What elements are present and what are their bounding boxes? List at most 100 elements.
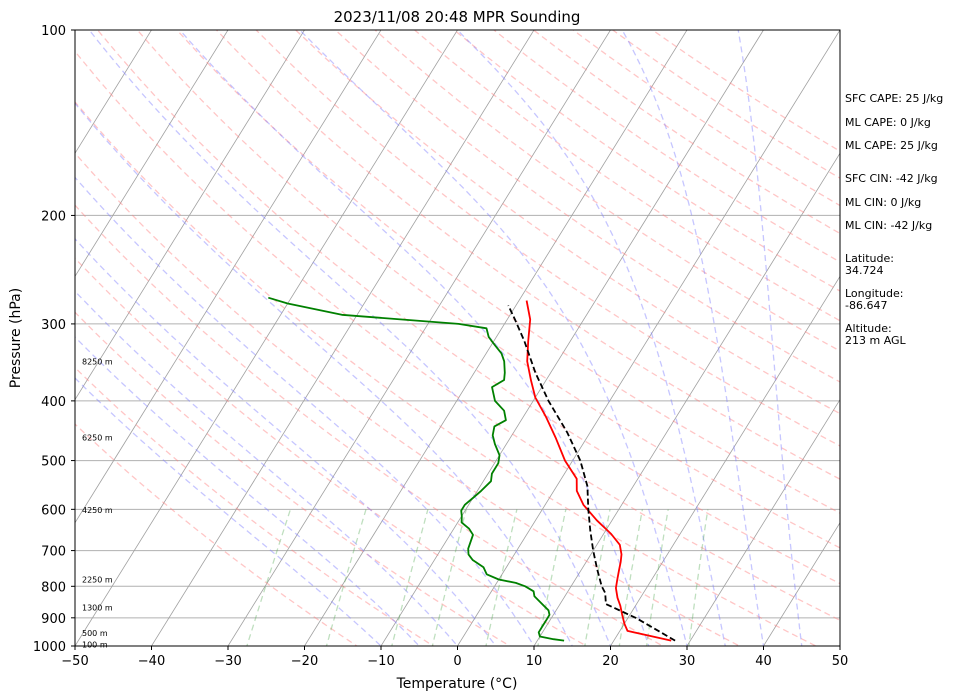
series-temperature (525, 300, 672, 642)
height-label: 1300 m (82, 604, 113, 613)
isotherm (151, 30, 535, 646)
x-tick-label: −30 (214, 654, 241, 669)
moist-adiabat (75, 237, 497, 646)
pressure-gridlines (75, 30, 840, 646)
mixing-ratio-lines (246, 509, 709, 646)
moist-adiabat (88, 30, 612, 646)
moist-adiabat (75, 336, 421, 646)
height-labels: 100 m 500 m 1300 m 2250 m 4250 m 6250 m 8250 m (82, 357, 113, 649)
mixing-ratio-line (688, 509, 709, 646)
longitude-label: Longitude: (845, 287, 903, 300)
dry-adiabat (136, 30, 840, 549)
y-tick-label: 500 (41, 455, 66, 470)
moist-adiabat (75, 102, 574, 646)
plot-area (0, 16, 840, 659)
series-parcel_profile (507, 305, 676, 642)
height-label: 8250 m (82, 357, 113, 366)
y-tick-label: 100 (41, 24, 66, 39)
isotherm (304, 30, 688, 646)
moist-adiabat (621, 30, 765, 646)
series-dewpoint (268, 296, 565, 642)
isotherm (533, 152, 840, 646)
x-tick-label: 40 (755, 654, 772, 669)
x-tick-label: 30 (679, 654, 696, 669)
mixing-ratio-line (325, 509, 367, 646)
altitude-label: Altitude: (845, 322, 892, 335)
mixing-ratio-line (431, 509, 467, 646)
y-tick-label: 200 (41, 209, 66, 224)
dry-adiabat (414, 30, 840, 322)
mixing-ratio-line (246, 509, 292, 646)
height-label: 2250 m (82, 576, 113, 585)
dry-adiabat-lines (75, 30, 840, 646)
latitude-value: 34.724 (845, 264, 884, 277)
isotherm (75, 30, 229, 278)
y-tick-label: 400 (41, 395, 66, 410)
isotherm (380, 30, 764, 646)
x-axis-ticks: −50 −40 −30 −20 −10 0 10 20 30 40 50 (61, 646, 848, 669)
x-tick-label: −10 (367, 654, 394, 669)
mixing-ratio-line (618, 509, 644, 646)
dry-adiabat (97, 30, 840, 585)
isotherm (610, 275, 840, 646)
isotherm (75, 30, 152, 154)
longitude-value: -86.647 (845, 299, 887, 312)
stat-sfc-cape: SFC CAPE: 25 J/kg (845, 92, 943, 105)
moist-adiabat (179, 30, 650, 646)
y-tick-label: 1000 (33, 640, 66, 655)
isotherm (0, 16, 7, 659)
isotherm (227, 30, 611, 646)
dry-adiabat (75, 152, 741, 646)
moist-adiabat-lines (75, 30, 803, 646)
dry-adiabat (295, 30, 840, 415)
mixing-ratio-line (645, 509, 669, 646)
dry-adiabat (75, 366, 435, 646)
y-tick-label: 800 (41, 580, 66, 595)
x-tick-label: 0 (453, 654, 461, 669)
height-label: 6250 m (82, 434, 113, 443)
chart-title: 2023/11/08 20:48 MPR Sounding (334, 8, 581, 26)
y-tick-label: 700 (41, 545, 66, 560)
altitude-value: 213 m AGL (845, 334, 907, 347)
stat-ml-cin-2: ML CIN: -42 J/kg (845, 219, 932, 232)
dry-adiabat (176, 30, 840, 514)
isotherm (763, 522, 840, 646)
moist-adiabat (456, 30, 726, 646)
isotherm-lines (0, 16, 840, 659)
mixing-ratio-line (391, 509, 429, 646)
stat-ml-cape-2: ML CAPE: 25 J/kg (845, 139, 938, 152)
dry-adiabat (216, 30, 840, 480)
height-label: 4250 m (82, 506, 113, 515)
isotherm (75, 30, 305, 401)
isotherm (686, 398, 840, 646)
height-label: 500 m (82, 629, 108, 638)
x-tick-label: −50 (61, 654, 88, 669)
stats-panel: SFC CAPE: 25 J/kg ML CAPE: 0 J/kg ML CAP… (845, 92, 943, 347)
y-tick-label: 900 (41, 612, 66, 627)
y-tick-label: 600 (41, 503, 66, 518)
mixing-ratio-line (584, 509, 611, 646)
y-axis-title: Pressure (hPa) (8, 288, 24, 388)
isotherm (457, 30, 840, 646)
isotherm (75, 30, 382, 524)
mixing-ratio-line (537, 509, 567, 646)
dry-adiabat (255, 30, 840, 447)
stat-ml-cin-1: ML CIN: 0 J/kg (845, 196, 921, 209)
sounding-series (268, 296, 676, 642)
height-label: 100 m (82, 640, 108, 649)
isotherm (75, 30, 458, 646)
dry-adiabat (75, 100, 818, 646)
moist-adiabat (299, 30, 688, 646)
x-tick-label: 10 (526, 654, 543, 669)
stat-sfc-cin: SFC CIN: -42 J/kg (845, 172, 938, 185)
x-axis-title: Temperature (°C) (396, 676, 518, 692)
moist-adiabat (737, 30, 803, 646)
dry-adiabat (75, 204, 665, 646)
dry-adiabat (75, 311, 512, 646)
dry-adiabat (75, 423, 359, 646)
x-tick-label: −40 (138, 654, 165, 669)
dry-adiabat (75, 50, 840, 622)
moist-adiabat (75, 377, 382, 646)
x-tick-label: −20 (291, 654, 318, 669)
